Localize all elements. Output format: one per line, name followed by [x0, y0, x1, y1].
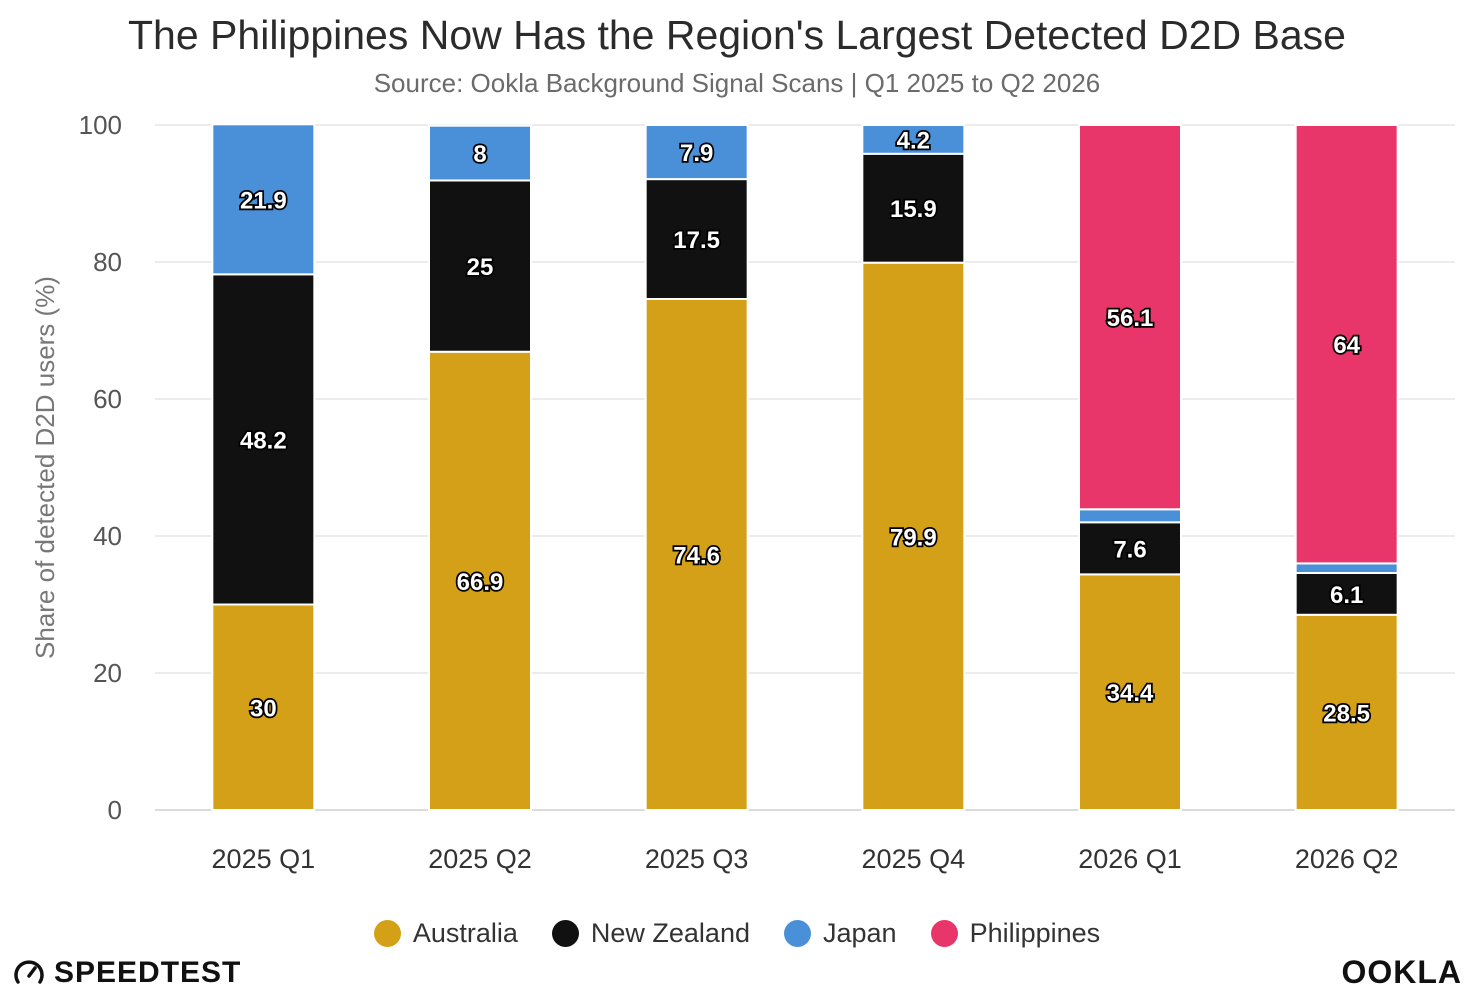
data-label: 4.2: [897, 127, 930, 154]
speedometer-icon: [14, 960, 44, 984]
chart-subtitle: Source: Ookla Background Signal Scans | …: [373, 68, 1101, 98]
bar-new-zealand: [1294, 571, 1399, 616]
data-label: 15.9: [890, 196, 937, 223]
legend: Australia New Zealand Japan Philippines: [0, 918, 1474, 949]
ookla-logo: OOKLA: [1341, 954, 1462, 990]
x-tick-label: 2025 Q1: [212, 844, 316, 874]
bar-australia: [1078, 573, 1182, 811]
bar-australia: [211, 603, 316, 811]
data-label: 28.5: [1323, 700, 1370, 727]
bar-japan: [861, 124, 966, 155]
bar-japan: [644, 124, 749, 181]
y-axis-label: Share of detected D2D users (%): [30, 276, 60, 659]
data-label: 7.9: [680, 140, 713, 167]
legend-swatch: [373, 920, 401, 947]
bar-japan: [1078, 508, 1182, 524]
bar-philippines: [1078, 124, 1182, 511]
data-label: 21.9: [240, 187, 287, 214]
x-tick-label: 2025 Q3: [645, 844, 749, 874]
x-tick-label: 2025 Q2: [428, 844, 532, 874]
chart-title: The Philippines Now Has the Region's Lar…: [128, 12, 1346, 58]
bar-new-zealand: [1078, 521, 1182, 576]
data-label: 8: [473, 141, 486, 168]
y-tick-label: 100: [79, 110, 122, 140]
x-tick-label: 2026 Q1: [1078, 844, 1182, 874]
bar-new-zealand: [861, 152, 966, 264]
legend-label: Philippines: [969, 918, 1101, 948]
data-label: 64: [1333, 332, 1360, 359]
data-label: 34.4: [1107, 680, 1154, 707]
y-tick-label: 60: [93, 384, 122, 414]
legend-item: Philippines: [930, 918, 1101, 949]
data-label: 25: [467, 254, 494, 281]
y-tick-label: 40: [93, 521, 122, 551]
legend-item: Japan: [783, 918, 897, 949]
data-label: 48.2: [240, 427, 287, 454]
x-tick-label: 2026 Q2: [1295, 844, 1399, 874]
bar-japan: [428, 124, 532, 182]
data-label: 17.5: [673, 227, 720, 254]
data-label: 74.6: [673, 542, 720, 569]
bar-australia: [644, 297, 749, 811]
legend-label: Australia: [412, 918, 518, 948]
speedtest-logo: SPEEDTEST: [12, 956, 241, 990]
x-tick-label: 2025 Q4: [862, 844, 966, 874]
bar-australia: [1294, 613, 1399, 812]
y-tick-label: 80: [93, 247, 122, 277]
legend-label: New Zealand: [590, 918, 750, 948]
stacked-bar-chart: 0 20 40 60 80 100 Share of detected D2D users …: [30, 110, 1455, 874]
bar-new-zealand: [644, 178, 749, 300]
y-tick-label: 20: [93, 658, 122, 688]
bar-philippines: [1294, 124, 1399, 565]
legend-item: New Zealand: [551, 918, 750, 949]
bar-australia: [861, 261, 966, 811]
data-label: 6.1: [1330, 582, 1363, 609]
bar-japan: [211, 123, 316, 276]
legend-item: Australia: [373, 918, 518, 949]
data-label: 79.9: [890, 524, 937, 551]
y-tick-label: 0: [108, 795, 122, 825]
data-label: 66.9: [457, 569, 504, 596]
data-label: 56.1: [1107, 305, 1154, 332]
bar-japan: [1294, 562, 1399, 574]
legend-swatch: [930, 920, 958, 947]
speedtest-wordmark: SPEEDTEST: [54, 956, 242, 989]
bar-new-zealand: [428, 179, 532, 353]
legend-swatch: [551, 920, 579, 947]
data-label: 30: [250, 695, 277, 722]
legend-swatch: [783, 920, 811, 947]
data-label: 7.6: [1113, 536, 1146, 563]
legend-label: Japan: [822, 918, 897, 948]
